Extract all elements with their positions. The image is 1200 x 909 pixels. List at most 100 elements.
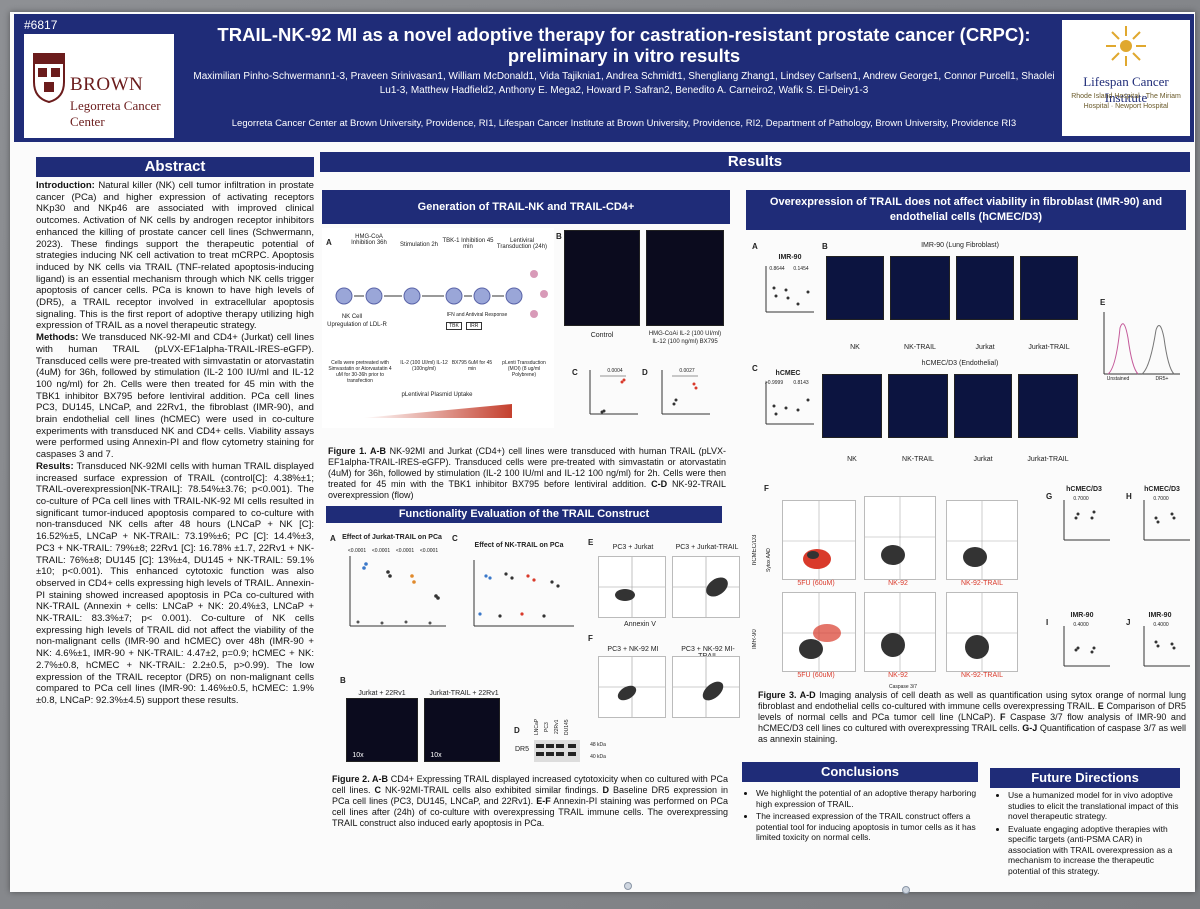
fig1-panel-d-label: D: [642, 368, 648, 377]
fig3-flow-label-5fu-1: 5FU (60uM): [797, 580, 835, 587]
fig3-chart-h: [1143, 500, 1190, 541]
il-note: IL-2 (100 UI/ml) IL-12 (100ng/ml): [400, 360, 448, 372]
pushpin-icon: [902, 886, 910, 894]
fig2-caption-d: D: [602, 785, 610, 795]
conclusions-title: Conclusions: [742, 762, 978, 782]
fig3-e-x1: Unstained: [1106, 376, 1130, 382]
fig3-chart-g: [1063, 500, 1110, 541]
fig3-j-p: 0.4000: [1153, 622, 1169, 628]
results-title: Results: [320, 152, 1190, 172]
fig3-flow-5: [864, 592, 936, 672]
fig2-mag-2: 10x: [430, 752, 442, 759]
nk-cell-3: [403, 287, 421, 305]
fig3-panel-e-label: E: [1100, 298, 1106, 307]
nk-cell-1: [335, 287, 353, 305]
fig2-caption-c: C: [374, 785, 381, 795]
fig3-hcmec-micro-3: [954, 374, 1012, 438]
fig1-panel-a-label: A: [326, 238, 332, 247]
fig3-panel-b-label: B: [822, 242, 828, 251]
figure3-caption: Figure 3. A-D Imaging analysis of cell d…: [758, 690, 1186, 745]
fig3-caption-label: Figure 3. A-D: [758, 690, 816, 700]
fig3-col-nk-2: NK: [847, 456, 857, 463]
fig3-sytox-axis: Sytox AAD: [766, 548, 772, 572]
fig3-caption-gj-text: Quantification of caspase 3/7 as well as…: [758, 723, 1186, 744]
fig3-hcmec-title: hCMEC/D3 (Endothelial): [921, 360, 999, 367]
fig3-col-jurkattrail-2: Jurkat-TRAIL: [1027, 456, 1069, 463]
ldlr-label: Upregulation of LDL-R: [327, 322, 387, 328]
fig3-a-p1: 0.8644: [769, 266, 785, 272]
fig2-b2-title: Jurkat-TRAIL + 22Rv1: [429, 690, 499, 697]
fig3-chart-j: [1143, 626, 1190, 667]
fig3-caption-e-text: Comparison of DR5 levels of normal cells…: [758, 701, 1186, 722]
fig2-c-title: Effect of NK-TRAIL on PCa: [474, 542, 564, 549]
fig2-micro-b1: [346, 698, 418, 762]
fig2-panel-a-label: A: [330, 534, 336, 543]
fig1-chart-c: [589, 370, 638, 415]
abstract-body: Introduction: Natural killer (NK) cell t…: [36, 180, 314, 850]
fig2-f1-title: PC3 + NK-92 MI: [607, 646, 659, 653]
step-hmg: HMG-CoA Inhibition 36h: [351, 234, 387, 246]
abstract-methods-label: Methods:: [36, 332, 79, 344]
brown-logo-name: BROWN: [70, 74, 144, 95]
lifespan-logo-sub: Rhode Island Hospital · The Miriam Hospi…: [1071, 93, 1181, 110]
fig3-caption-f: F: [1000, 712, 1006, 722]
abstract-results: Transduced NK-92MI cells with human TRAI…: [36, 460, 314, 706]
nk-cell-6: [505, 287, 523, 305]
fig3-col-jurkat-2: Jurkat: [973, 456, 993, 463]
fig1-c-p: 0.0004: [607, 368, 623, 374]
fig3-e-x2: DR5+: [1155, 376, 1169, 382]
fig3-flow-label-nk-1: NK-92: [888, 580, 908, 587]
figure1-caption: Figure 1. A-B NK-92MI and Jurkat (CD4+) …: [328, 446, 726, 501]
fig2-a-title: Effect of Jurkat-TRAIL on PCa: [342, 534, 442, 541]
fig3-flow-label-nk-2: NK-92: [888, 672, 908, 679]
fig3-flow-1: [782, 500, 856, 580]
fig3-i-title: IMR-90: [1070, 612, 1094, 619]
fig2-panel-e-label: E: [588, 538, 594, 547]
fig3-chart-a: [765, 266, 814, 313]
fig3-g-p: 0.7000: [1073, 496, 1089, 502]
micro-control: [564, 230, 640, 326]
fig2-flow-e2: [672, 556, 740, 618]
poster-id: #6817: [24, 18, 58, 32]
poster-affiliations: Legorreta Cancer Center at Brown Univers…: [231, 118, 1017, 129]
fig3-c-p1: >0.9999: [764, 380, 784, 386]
ifn-label: IFN and Antiviral Response: [446, 312, 508, 318]
fig2-flow-f1: [598, 656, 666, 718]
micro-hmg: [646, 230, 724, 326]
western-blot: [534, 740, 580, 762]
fig3-hcmec-micro-2: [888, 374, 948, 438]
fig3-j-title: IMR-90: [1148, 612, 1172, 619]
fig3-c-title: hCMEC: [775, 370, 801, 377]
fig3-flow-label-5fu-2: 5FU (60uM): [797, 672, 835, 679]
fig3-flow-6: [946, 592, 1018, 672]
conclusions-list: We highlight the potential of an adoptiv…: [742, 788, 980, 845]
fig2-caption-label: Figure 2. A-B: [332, 774, 389, 784]
fig3-hcmec-micro-1: [822, 374, 882, 438]
fig2-b1-title: Jurkat + 22Rv1: [358, 690, 406, 697]
fig3-caption-e: E: [1097, 701, 1104, 711]
western-kda-48: 48 kDa: [590, 742, 606, 748]
abstract-methods: We transduced NK-92-MI and CD4+ (Jurkat)…: [36, 332, 314, 461]
cell-pathway-diagram: [335, 270, 548, 318]
micro-hmg-label: HMG-CoAi IL-2 (100 UI/ml) IL-12 (100 ng/…: [648, 331, 722, 345]
nk-cell-label: NK Cell: [341, 314, 363, 320]
lifespan-logo-name: Lifespan Cancer Institute: [1083, 74, 1169, 105]
abstract-intro-label: Introduction:: [36, 180, 95, 191]
overexpression-title: Overexpression of TRAIL does not affect …: [746, 190, 1186, 230]
fig3-histogram-e: [1103, 312, 1180, 375]
fig3-col-jurkat-1: Jurkat: [975, 344, 995, 351]
sun-icon: [1106, 26, 1146, 66]
fig2-chart-c: [473, 560, 574, 627]
fig3-imr-micro-2: [890, 256, 950, 320]
nk-cell-5: [473, 287, 491, 305]
fig3-caption-gj: G-J: [1022, 723, 1038, 733]
lifespan-logo: Lifespan Cancer Institute Rhode Island H…: [1062, 20, 1190, 136]
fig1-caption-text: NK-92MI and Jurkat (CD4+) cell lines wer…: [328, 446, 727, 489]
fig3-c-p2: 0.8143: [793, 380, 809, 386]
fig1-d-p: 0.0027: [679, 368, 695, 374]
step-stim: Stimulation 2h: [399, 242, 439, 248]
brown-logo: BROWN Legorreta Cancer Center: [24, 34, 174, 138]
fig1-panel-c-label: C: [572, 368, 578, 377]
fig3-g-title: hCMEC/D3: [1066, 486, 1102, 493]
fig1-caption-label: Figure 1. A-B: [328, 446, 386, 456]
